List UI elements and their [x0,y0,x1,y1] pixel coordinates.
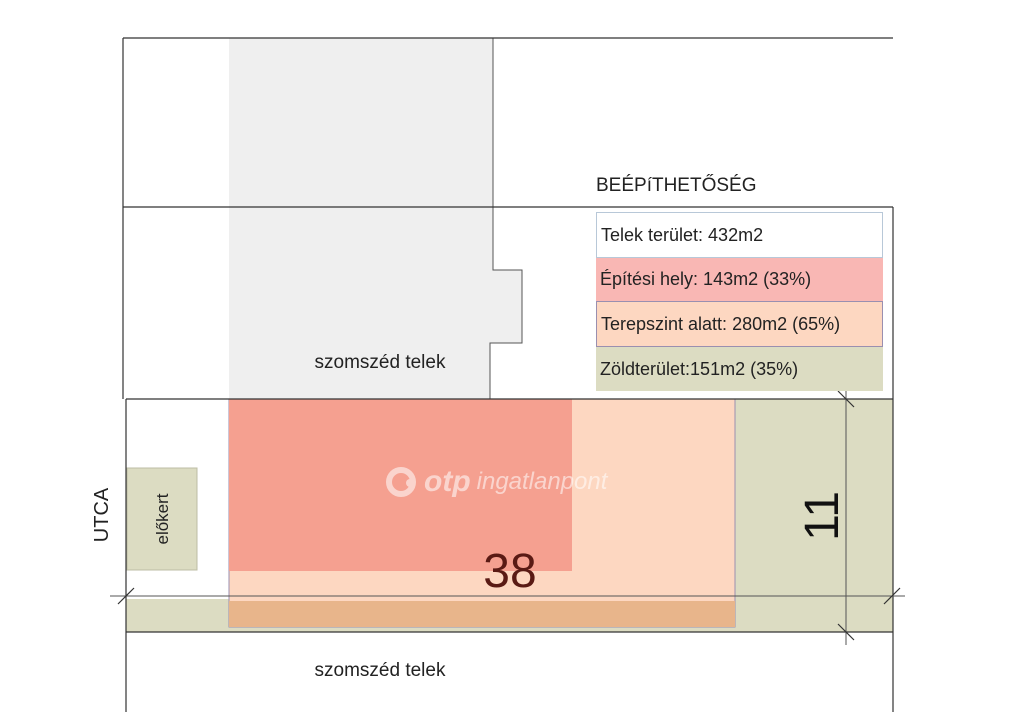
legend-row-green-area: Zöldterület:151m2 (35%) [596,347,883,391]
legend-row-lot-area: Telek terület: 432m2 [596,212,883,258]
legend-row-underground-area: Terepszint alatt: 280m2 (65%) [596,301,883,347]
neighbor-building [229,38,522,399]
street-label: UTCA [91,487,113,542]
front-garden-label: előkert [153,493,172,544]
building-zone [229,399,572,571]
legend-underground-area-text: Terepszint alatt: 280m2 (65%) [601,313,841,334]
underground-strip [229,601,735,627]
length-tick-left [117,587,135,605]
length-dimension-label: 38 [483,545,536,598]
width-dimension-label: 11 [796,491,849,541]
width-tick-top [837,390,855,408]
legend-heading: BEÉPíTHETŐSÉG [596,174,756,196]
length-tick-right [883,587,901,605]
width-tick-bottom [837,623,855,641]
legend-lot-area-text: Telek terület: 432m2 [601,224,764,245]
legend-building-area-text: Építési hely: 143m2 (33%) [600,269,812,289]
legend-green-area-text: Zöldterület:151m2 (35%) [600,358,799,379]
front-garden-box [126,467,198,571]
neighbor-lot-label-bottom: szomszéd telek [315,660,446,681]
neighbor-building-outline [489,38,523,399]
legend-row-building-area: Építési hely: 143m2 (33%) [596,258,883,301]
neighbor-lot-label-top: szomszéd telek [315,352,446,373]
